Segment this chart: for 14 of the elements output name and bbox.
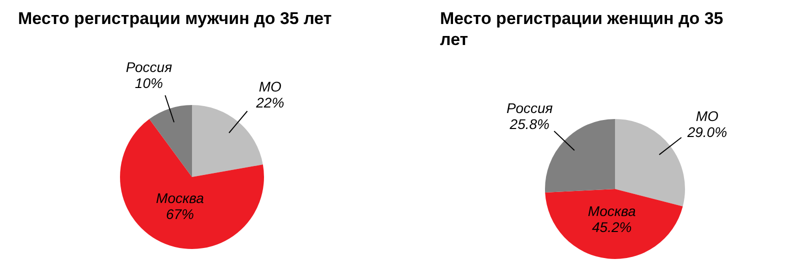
data-label: 22%: [255, 94, 284, 111]
data-label: 25.8%: [508, 116, 550, 132]
data-label: 45.2%: [592, 219, 632, 236]
chart-title: Место регистрации женщин до 35 лет: [440, 8, 724, 50]
data-label: 29.0%: [686, 124, 728, 140]
slice-label: Россия: [126, 59, 173, 76]
chart-title: Место регистрации мужчин до 35 лет: [18, 8, 333, 29]
data-label: 67%: [166, 206, 194, 222]
slice-label: Москва: [588, 203, 636, 220]
slice-label: Москва: [156, 190, 204, 206]
data-label: 10%: [134, 75, 163, 92]
slice-label: МО: [696, 108, 719, 124]
slice-label: Россия: [506, 100, 554, 116]
slice-label: МО: [258, 78, 282, 95]
